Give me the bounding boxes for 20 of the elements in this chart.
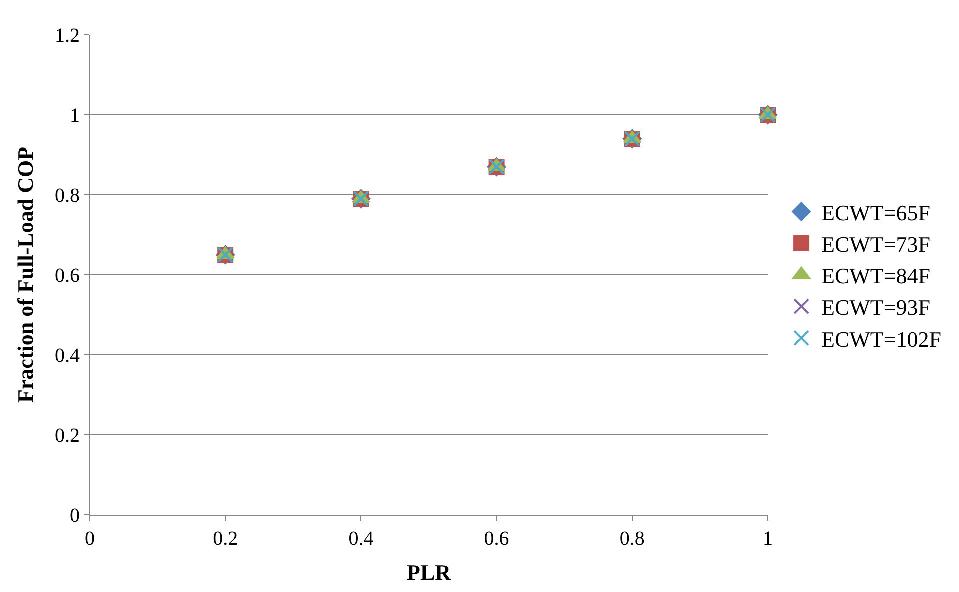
- x-tick-label: 1: [763, 528, 773, 550]
- y-tick-label: 1.2: [55, 25, 80, 47]
- legend-label: ECWT=84F: [822, 264, 931, 289]
- y-axis-title: Fraction of Full-Load COP: [12, 146, 38, 404]
- x-tick-label: 0.6: [484, 528, 510, 550]
- legend-label: ECWT=65F: [822, 200, 931, 226]
- legend-label: ECWT=93F: [822, 295, 931, 320]
- legend-label: ECWT=73F: [822, 232, 931, 257]
- x-tick-label: 0.4: [348, 528, 374, 550]
- x-axis-title: PLR: [407, 560, 452, 585]
- y-tick-label: 0.8: [55, 185, 80, 207]
- legend-label: ECWT=102F: [822, 326, 942, 352]
- x-tick-label: 0.2: [213, 528, 238, 550]
- y-tick-label: 0.2: [55, 425, 80, 447]
- y-tick-label: 1: [70, 105, 80, 127]
- y-tick-label: 0.4: [55, 345, 80, 367]
- x-tick-label: 0.8: [620, 528, 645, 550]
- y-tick-label: 0.6: [55, 265, 80, 287]
- y-tick-label: 0: [70, 505, 80, 527]
- x-tick-label: 0: [85, 528, 95, 550]
